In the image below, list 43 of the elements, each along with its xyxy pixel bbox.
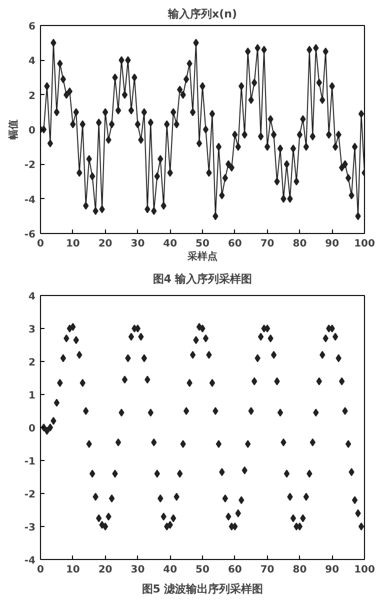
x-tick-label: 100 bbox=[354, 238, 375, 250]
x-axis-title: 采样点 bbox=[186, 250, 218, 262]
x-tick-label: 90 bbox=[325, 238, 340, 250]
x-tick-label: 10 bbox=[66, 238, 80, 250]
caption: 图4 输入序列采样图 bbox=[152, 272, 252, 286]
y-tick-label: 4 bbox=[28, 292, 36, 302]
x-tick-label: 0 bbox=[37, 238, 44, 250]
chart-title: 输入序列x(n) bbox=[167, 8, 237, 20]
y-tick-label: 0 bbox=[28, 424, 36, 434]
y-tick-label: 4 bbox=[28, 56, 36, 68]
x-tick-label: 40 bbox=[163, 564, 178, 576]
x-tick-label: 10 bbox=[66, 564, 80, 576]
y-tick-label: -6 bbox=[24, 230, 36, 240]
x-tick-label: 60 bbox=[228, 238, 242, 250]
x-tick-label: 70 bbox=[260, 564, 274, 576]
y-tick-label: 1 bbox=[28, 390, 36, 402]
y-tick-label: -2 bbox=[24, 490, 36, 500]
x-tick-label: 100 bbox=[354, 564, 375, 576]
x-tick-label: 80 bbox=[292, 564, 307, 576]
x-tick-label: 30 bbox=[130, 564, 145, 576]
caption: 图5 滤波输出序列采样图 bbox=[142, 582, 264, 596]
x-tick-label: 30 bbox=[130, 238, 145, 250]
x-tick-label: 0 bbox=[37, 564, 44, 576]
x-tick-label: 40 bbox=[163, 238, 178, 250]
y-tick-label: -2 bbox=[24, 160, 36, 172]
y-tick-label: -1 bbox=[24, 456, 36, 468]
y-tick-label: -4 bbox=[24, 194, 36, 206]
y-tick-label: 0 bbox=[28, 126, 36, 136]
x-tick-label: 20 bbox=[98, 564, 112, 576]
y-tick-label: 6 bbox=[28, 22, 36, 32]
x-tick-label: 90 bbox=[325, 564, 340, 576]
x-tick-label: 20 bbox=[98, 238, 112, 250]
x-tick-label: 60 bbox=[228, 564, 242, 576]
y-axis-title: 幅值 bbox=[7, 120, 20, 140]
y-tick-label: 3 bbox=[28, 324, 36, 336]
y-tick-label: 2 bbox=[28, 358, 36, 368]
x-tick-label: 50 bbox=[196, 564, 210, 576]
y-tick-label: -4 bbox=[24, 556, 36, 566]
y-tick-label: -3 bbox=[24, 522, 36, 534]
x-tick-label: 70 bbox=[260, 238, 274, 250]
y-tick-label: 2 bbox=[28, 90, 36, 102]
x-tick-label: 80 bbox=[292, 238, 307, 250]
x-tick-label: 50 bbox=[196, 238, 210, 250]
